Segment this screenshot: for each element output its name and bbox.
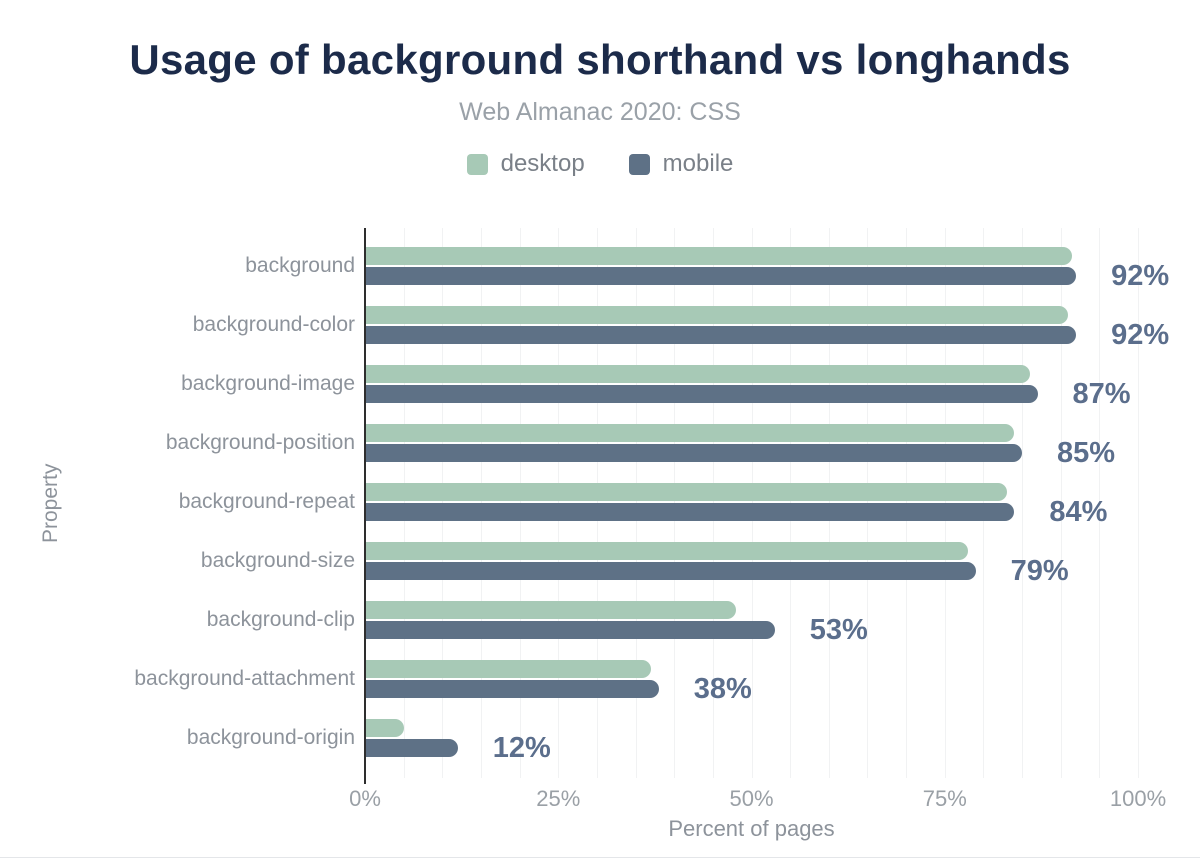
bar-desktop (365, 424, 1015, 443)
bar-mobile (365, 444, 1023, 463)
x-tick-label: 25% (536, 786, 581, 811)
bar-mobile (365, 385, 1038, 404)
legend-label-mobile: mobile (662, 150, 734, 177)
chart-title: Usage of background shorthand vs longhan… (129, 36, 1071, 83)
mobile-swatch (628, 153, 650, 175)
bar-mobile (365, 503, 1015, 522)
gridline (442, 228, 444, 778)
gridline (906, 228, 908, 778)
bar-desktop (365, 659, 651, 678)
category-label: background-image (181, 372, 355, 396)
x-tick-label: 50% (729, 786, 774, 811)
desktop-swatch (466, 153, 488, 175)
plot-area: background 92% background-color 92% backgrou… (134, 228, 1169, 778)
x-tick-label: 75% (922, 786, 967, 811)
gridline (1060, 228, 1062, 778)
value-label: 92% (1111, 260, 1170, 293)
gridline (596, 228, 598, 778)
value-label: 53% (809, 613, 868, 646)
gridline (1099, 228, 1101, 778)
gridline (983, 228, 985, 778)
value-label: 84% (1049, 496, 1108, 529)
bar-mobile (365, 561, 976, 580)
legend: desktop mobile (0, 150, 1200, 178)
bar-desktop (365, 483, 1007, 502)
bar-mobile (365, 620, 775, 639)
category-label: background-repeat (178, 490, 355, 514)
x-axis-title: Percent of pages (668, 816, 835, 841)
value-label: 85% (1057, 437, 1116, 470)
legend-label-desktop: desktop (500, 150, 585, 177)
y-axis-title: Property (39, 463, 62, 543)
bar-desktop (365, 247, 1073, 266)
bar-desktop (365, 306, 1069, 325)
bar-mobile (365, 267, 1077, 286)
gridline (828, 228, 830, 778)
gridline (1138, 228, 1139, 778)
legend-item-desktop: desktop (466, 150, 585, 178)
bar-desktop (365, 600, 737, 619)
gridline (674, 228, 676, 778)
bar-mobile (365, 326, 1077, 345)
x-axis-ticks: 0% 25% 50% 75% 100% (349, 786, 1166, 812)
category-label: background-color (192, 313, 355, 337)
gridline (480, 228, 482, 778)
bar-desktop (365, 718, 404, 737)
gridline (712, 228, 714, 778)
value-label: 87% (1072, 378, 1131, 411)
bar-mobile (365, 679, 659, 698)
gridline (867, 228, 869, 778)
value-label: 79% (1010, 554, 1069, 587)
gridline (751, 228, 753, 778)
gridline (558, 228, 560, 778)
category-label: background-attachment (134, 666, 355, 690)
category-label: background-size (200, 548, 355, 572)
gridline (519, 228, 521, 778)
y-axis-line (364, 228, 366, 784)
category-label: background-position (165, 431, 355, 455)
category-label: background-origin (186, 725, 355, 749)
legend-item-mobile: mobile (628, 150, 734, 178)
chart-subtitle: Web Almanac 2020: CSS (459, 98, 741, 126)
gridline (403, 228, 405, 778)
x-tick-label: 100% (1109, 786, 1167, 811)
category-label: background-clip (206, 607, 355, 631)
bar-desktop (365, 365, 1030, 384)
value-label: 12% (492, 731, 551, 764)
category-label: background (245, 254, 355, 278)
gridline (944, 228, 946, 778)
gridline (635, 228, 637, 778)
x-tick-label: 0% (349, 786, 381, 811)
bar-mobile (365, 738, 458, 757)
value-label: 92% (1111, 319, 1170, 352)
value-label: 38% (693, 672, 752, 705)
gridline (1022, 228, 1024, 778)
gridline (790, 228, 792, 778)
bar-desktop (365, 541, 968, 560)
